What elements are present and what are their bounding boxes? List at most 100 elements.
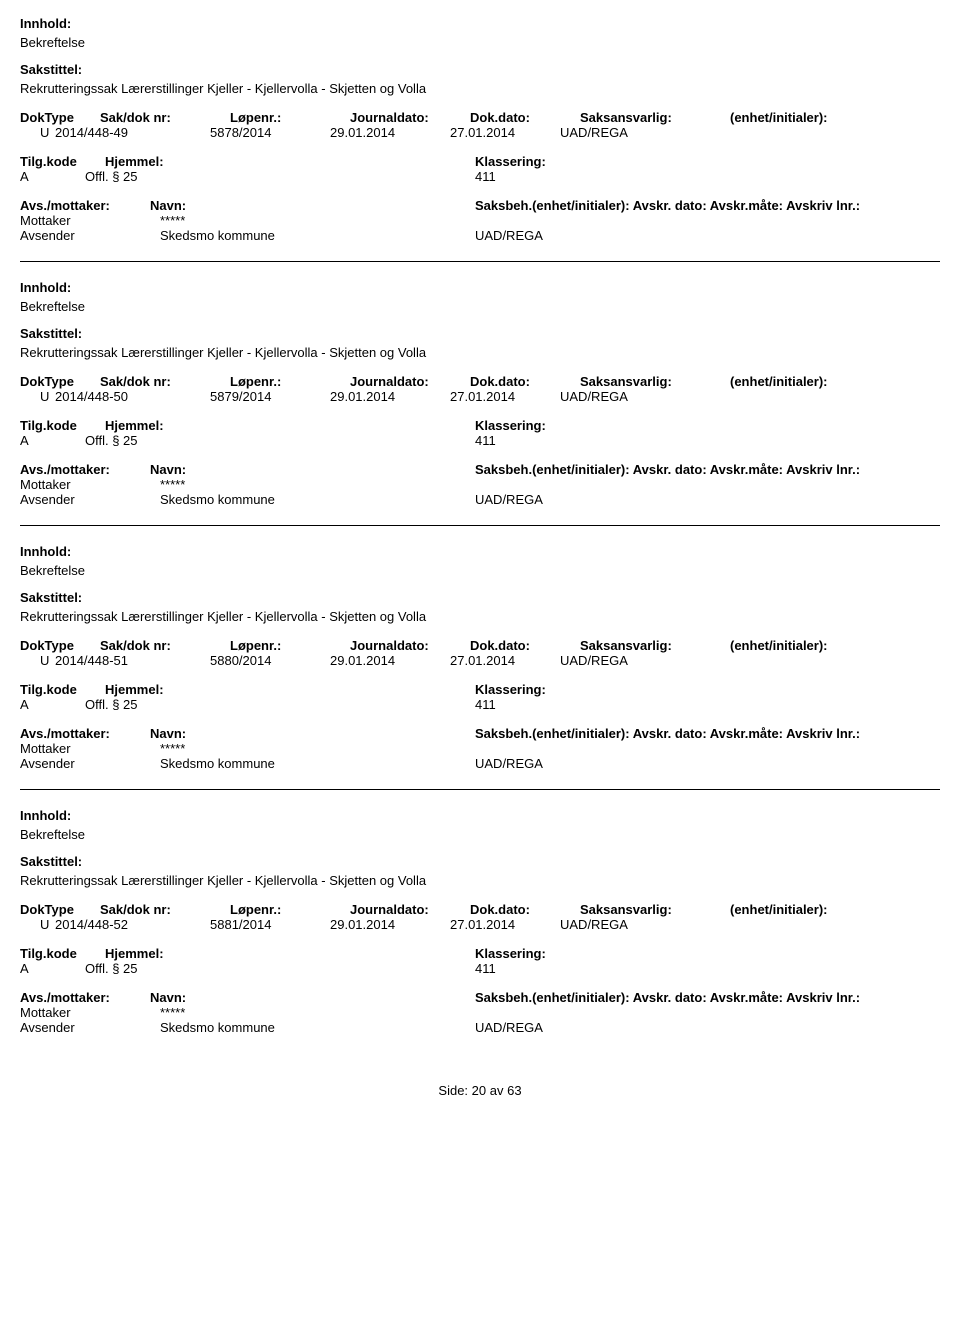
enhet-header: (enhet/initialer): [730,902,880,917]
doktype-header: DokType [20,902,100,917]
avsender-row: Avsender Skedsmo kommune UAD/REGA [20,1020,940,1035]
saksbeh-header: Saksbeh.(enhet/initialer): Avskr. dato: … [475,990,860,1005]
avsender-label: Avsender [20,492,160,507]
innhold-value: Bekreftelse [20,299,940,314]
journaldato-header: Journaldato: [350,638,470,653]
klassering-value: 411 [475,697,496,712]
page-number: 20 [472,1083,486,1098]
tilgkode-header: Tilg.kode [20,418,105,433]
journal-record: Innhold: Bekreftelse Sakstittel: Rekrutt… [20,280,940,526]
journal-record: Innhold: Bekreftelse Sakstittel: Rekrutt… [20,544,940,790]
meta-value-row: U 2014/448-49 5878/2014 29.01.2014 27.01… [20,125,940,140]
navn-header: Navn: [150,198,475,213]
sakstittel-label: Sakstittel: [20,854,940,869]
journaldato-header: Journaldato: [350,902,470,917]
tilgkode-value: A [20,961,40,976]
mottaker-row: Mottaker ***** [20,477,940,492]
sakdok-header: Sak/dok nr: [100,110,230,125]
lopenr-value: 5879/2014 [210,389,330,404]
sakstittel-label: Sakstittel: [20,590,940,605]
avsender-row: Avsender Skedsmo kommune UAD/REGA [20,756,940,771]
sakstittel-value: Rekrutteringssak Lærerstillinger Kjeller… [20,609,940,624]
avsender-label: Avsender [20,1020,160,1035]
saksbeh-header: Saksbeh.(enhet/initialer): Avskr. dato: … [475,198,860,213]
saksbeh-header: Saksbeh.(enhet/initialer): Avskr. dato: … [475,462,860,477]
journal-record: Innhold: Bekreftelse Sakstittel: Rekrutt… [20,808,940,1053]
navn-header: Navn: [150,990,475,1005]
mottaker-row: Mottaker ***** [20,1005,940,1020]
av-label: av [490,1083,504,1098]
avsender-value: Skedsmo kommune [160,756,475,771]
dokdato-value: 27.01.2014 [450,389,560,404]
sakdok-header: Sak/dok nr: [100,374,230,389]
tilgkode-header: Tilg.kode [20,946,105,961]
hjemmel-value: Offl. § 25 [40,433,475,448]
avsender-row: Avsender Skedsmo kommune UAD/REGA [20,492,940,507]
sakstittel-value: Rekrutteringssak Lærerstillinger Kjeller… [20,873,940,888]
klass-header-row: Tilg.kode Hjemmel: Klassering: [20,418,940,433]
innhold-label: Innhold: [20,16,940,31]
klass-header-row: Tilg.kode Hjemmel: Klassering: [20,946,940,961]
klass-header-row: Tilg.kode Hjemmel: Klassering: [20,154,940,169]
doktype-header: DokType [20,638,100,653]
innhold-label: Innhold: [20,280,940,295]
mottaker-value: ***** [160,477,475,492]
lopenr-value: 5880/2014 [210,653,330,668]
dokdato-value: 27.01.2014 [450,125,560,140]
dokdato-header: Dok.dato: [470,110,580,125]
dokdato-header: Dok.dato: [470,374,580,389]
avs-header-row: Avs./mottaker: Navn: Saksbeh.(enhet/init… [20,726,940,741]
saksansvarlig-header: Saksansvarlig: [580,110,730,125]
saksansvarlig-value: UAD/REGA [560,389,710,404]
doktype-value: U [20,917,55,932]
navn-header: Navn: [150,462,475,477]
innhold-value: Bekreftelse [20,35,940,50]
hjemmel-header: Hjemmel: [105,946,475,961]
enhet-header: (enhet/initialer): [730,110,880,125]
sakdok-value: 2014/448-51 [55,653,210,668]
mottaker-label: Mottaker [20,1005,160,1020]
avs-header-row: Avs./mottaker: Navn: Saksbeh.(enhet/init… [20,990,940,1005]
meta-value-row: U 2014/448-50 5879/2014 29.01.2014 27.01… [20,389,940,404]
avsender-enhet: UAD/REGA [475,756,625,771]
mottaker-label: Mottaker [20,477,160,492]
saksansvarlig-value: UAD/REGA [560,917,710,932]
journaldato-value: 29.01.2014 [330,125,450,140]
tilgkode-value: A [20,697,40,712]
hjemmel-value: Offl. § 25 [40,169,475,184]
dokdato-value: 27.01.2014 [450,917,560,932]
innhold-value: Bekreftelse [20,563,940,578]
journaldato-header: Journaldato: [350,110,470,125]
hjemmel-header: Hjemmel: [105,682,475,697]
mottaker-row: Mottaker ***** [20,741,940,756]
klassering-header: Klassering: [475,946,546,961]
side-label: Side: [438,1083,468,1098]
hjemmel-header: Hjemmel: [105,418,475,433]
dokdato-header: Dok.dato: [470,638,580,653]
saksbeh-header: Saksbeh.(enhet/initialer): Avskr. dato: … [475,726,860,741]
sakstittel-label: Sakstittel: [20,62,940,77]
navn-header: Navn: [150,726,475,741]
meta-header-row: DokType Sak/dok nr: Løpenr.: Journaldato… [20,374,940,389]
journal-record: Innhold: Bekreftelse Sakstittel: Rekrutt… [20,16,940,262]
dokdato-value: 27.01.2014 [450,653,560,668]
saksansvarlig-header: Saksansvarlig: [580,638,730,653]
lopenr-header: Løpenr.: [230,110,350,125]
journaldato-header: Journaldato: [350,374,470,389]
meta-value-row: U 2014/448-51 5880/2014 29.01.2014 27.01… [20,653,940,668]
avsender-enhet: UAD/REGA [475,228,625,243]
lopenr-header: Løpenr.: [230,374,350,389]
klassering-value: 411 [475,961,496,976]
journaldato-value: 29.01.2014 [330,389,450,404]
hjemmel-header: Hjemmel: [105,154,475,169]
tilgkode-value: A [20,433,40,448]
dokdato-header: Dok.dato: [470,902,580,917]
innhold-label: Innhold: [20,544,940,559]
doktype-value: U [20,389,55,404]
tilgkode-value: A [20,169,40,184]
avs-header-row: Avs./mottaker: Navn: Saksbeh.(enhet/init… [20,462,940,477]
klass-value-row: A Offl. § 25 411 [20,433,940,448]
mottaker-label: Mottaker [20,741,160,756]
saksansvarlig-header: Saksansvarlig: [580,902,730,917]
meta-header-row: DokType Sak/dok nr: Løpenr.: Journaldato… [20,638,940,653]
